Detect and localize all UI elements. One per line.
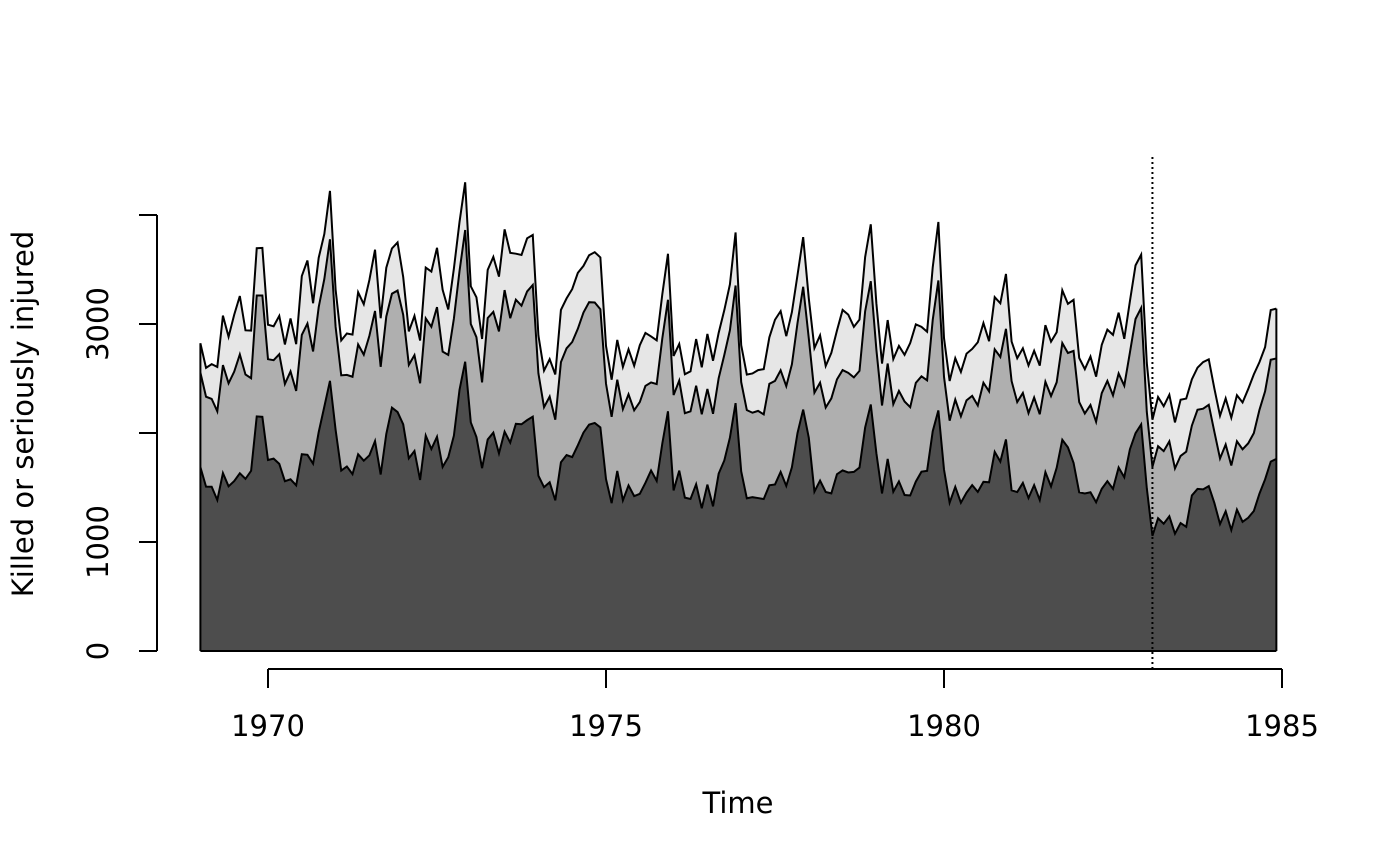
- area-fill: [200, 361, 1277, 651]
- y-tick-label: 1000: [81, 505, 115, 579]
- area-line: [199, 361, 1277, 537]
- y-tick-label: 0: [81, 642, 115, 660]
- x-tick-label: 1980: [907, 709, 981, 743]
- area-edge: [199, 308, 1278, 652]
- y-axis-label: Killed or seriously injured: [6, 231, 40, 598]
- y-tick-label: 3000: [81, 287, 115, 361]
- area-line: [199, 182, 1277, 423]
- x-tick-label: 1985: [1245, 709, 1319, 743]
- x-axis-label: Time: [702, 786, 774, 820]
- x-tick-label: 1970: [231, 709, 305, 743]
- x-tick-label: 1975: [569, 709, 643, 743]
- area-line: [199, 229, 1277, 472]
